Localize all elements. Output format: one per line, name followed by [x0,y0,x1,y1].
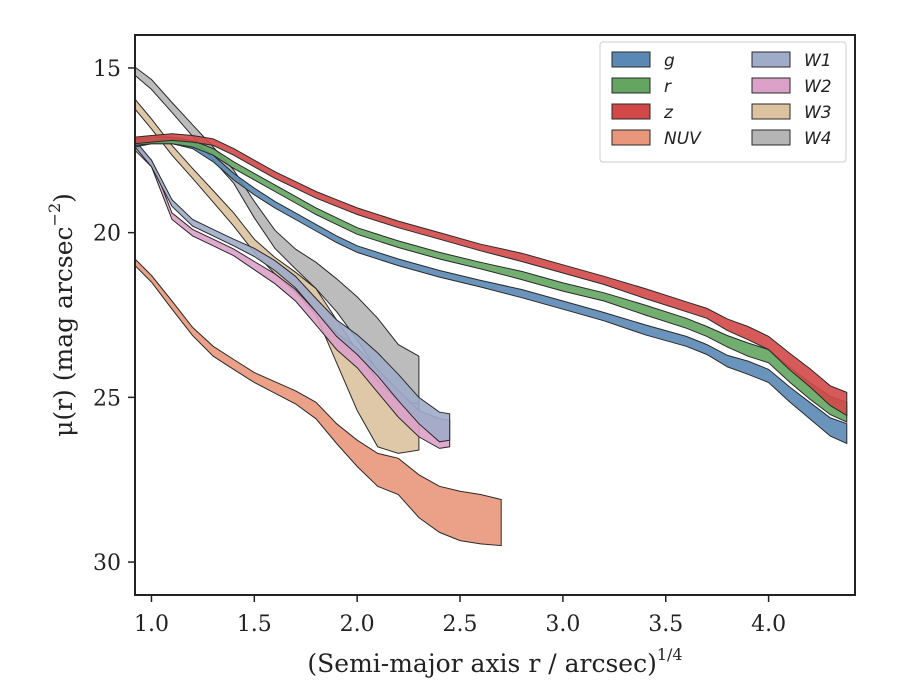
legend-swatch-r [611,77,651,94]
x-tick-label: 2.5 [443,612,478,637]
series-band-w3 [134,97,420,454]
series-areas [134,66,848,547]
legend-label-nuv: NUV [664,129,702,149]
legend-label-w4: W4 [804,129,832,149]
y-tick-label: 30 [93,551,121,576]
legend-label-w1: W1 [804,51,832,71]
y-tick-label: 20 [93,222,121,247]
series-band-w2 [134,142,451,449]
x-tick-label: 1.5 [237,612,272,637]
x-axis-label: (Semi-major axis r / arcsec)1/4 [307,645,682,678]
series-band-w1 [134,139,451,443]
series-band-g [134,136,848,445]
x-tick-label: 1.0 [134,612,169,637]
y-tick-label: 25 [93,386,121,411]
legend-swatch-nuv [611,129,651,146]
y-tick-label: 15 [93,57,121,82]
series-band-z [134,133,848,417]
plot-frame [134,34,856,596]
x-tick-label: 3.5 [648,612,683,637]
y-axis-ticks: 15 20 25 30 [93,57,135,576]
x-axis-ticks: 1.0 1.5 2.0 2.5 3.0 3.5 4.0 [134,595,786,637]
series-band-nuv [134,257,502,547]
legend-swatch-z [611,103,651,120]
legend-swatch-g [611,51,651,68]
legend-swatch-w4 [751,129,791,146]
x-tick-label: 2.0 [340,612,375,637]
legend-swatch-w3 [751,103,791,120]
legend-label-w2: W2 [804,77,832,97]
legend-label-r: r [664,77,672,97]
legend-label-w3: W3 [804,103,832,123]
legend-label-z: z [663,103,674,123]
legend-swatch-w2 [751,77,791,94]
legend: grz NUV W1 W2 W3 W4 [599,41,847,163]
y-axis-label: μ(r) (mag arcsec−2) [45,193,78,437]
x-tick-label: 3.0 [545,612,580,637]
legend-label-g: g [664,51,675,71]
series-band-r [134,136,848,423]
legend-swatch-w1 [751,51,791,68]
x-tick-label: 4.0 [751,612,786,637]
